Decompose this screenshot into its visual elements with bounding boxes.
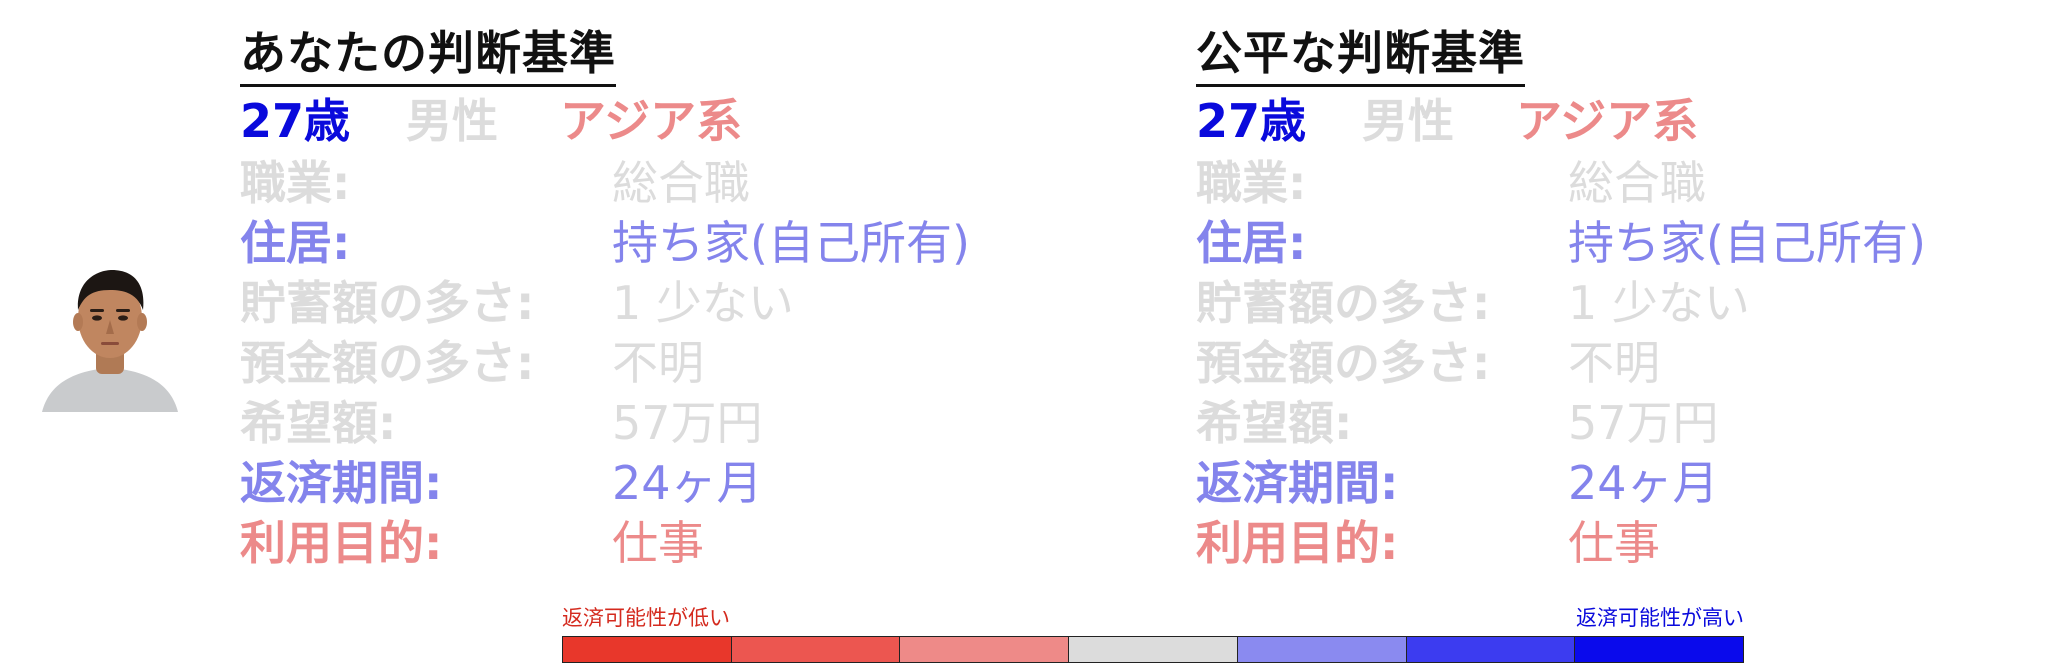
attribute-value: 総合職 [612, 156, 750, 210]
legend-high-label: 返済可能性が高い [1576, 606, 1744, 630]
scale-segment [731, 637, 901, 662]
attribute-label: 利用目的: [240, 516, 443, 570]
age-label: 27歳 [240, 94, 351, 148]
panel-title: あなたの判断基準 [240, 22, 616, 87]
attribute-value: 24ヶ月 [1568, 456, 1719, 510]
attribute-label: 希望額: [240, 396, 397, 450]
attribute-row-savings: 貯蓄額の多さ: 1 少ない [1196, 273, 2016, 333]
attribute-row-requested-amount: 希望額: 57万円 [240, 393, 1060, 453]
attribute-value: 仕事 [1568, 516, 1660, 570]
scale-segment [1406, 637, 1576, 662]
attribute-label: 返済期間: [1196, 456, 1399, 510]
attribute-label: 住居: [240, 216, 351, 270]
ethnicity-label: アジア系 [1516, 94, 1699, 148]
attribute-row-purpose: 利用目的: 仕事 [1196, 513, 2016, 573]
attribute-row-occupation: 職業: 総合職 [240, 153, 1060, 213]
ethnicity-label: アジア系 [560, 94, 743, 148]
attribute-row-housing: 住居: 持ち家(自己所有) [240, 213, 1060, 273]
attribute-value: 仕事 [612, 516, 704, 570]
attribute-value: 1 少ない [1568, 276, 1750, 330]
attribute-label: 預金額の多さ: [1196, 336, 1491, 390]
attribute-row-housing: 住居: 持ち家(自己所有) [1196, 213, 2016, 273]
attribute-row-repayment-period: 返済期間: 24ヶ月 [240, 453, 1060, 513]
scale-segment [900, 637, 1070, 662]
attribute-label: 貯蓄額の多さ: [240, 276, 535, 330]
panel-fair-criteria: 公平な判断基準 27歳 男性 アジア系 職業: 総合職 住居: 持ち家(自己所有… [1196, 22, 2016, 573]
demographics-row: 27歳 男性 アジア系 [240, 89, 1060, 153]
scale-segment [1237, 637, 1407, 662]
attribute-row-occupation: 職業: 総合職 [1196, 153, 2016, 213]
scale-segment [1069, 637, 1238, 662]
attribute-value: 1 少ない [612, 276, 794, 330]
gender-label: 男性 [1362, 94, 1454, 148]
attribute-value: 不明 [612, 336, 704, 390]
demographics-row: 27歳 男性 アジア系 [1196, 89, 2016, 153]
legend-low-label: 返済可能性が低い [562, 606, 730, 630]
attribute-row-requested-amount: 希望額: 57万円 [1196, 393, 2016, 453]
attribute-label: 住居: [1196, 216, 1307, 270]
attribute-row-deposits: 預金額の多さ: 不明 [240, 333, 1060, 393]
attribute-value: 57万円 [612, 396, 763, 450]
attribute-label: 返済期間: [240, 456, 443, 510]
panel-your-criteria: あなたの判断基準 27歳 男性 アジア系 職業: 総合職 住居: 持ち家(自己所… [240, 22, 1060, 573]
attribute-label: 職業: [240, 156, 351, 210]
attribute-row-savings: 貯蓄額の多さ: 1 少ない [240, 273, 1060, 333]
person-portrait-icon [42, 270, 178, 412]
attribute-label: 職業: [1196, 156, 1307, 210]
attribute-value: 持ち家(自己所有) [1568, 216, 1926, 270]
attribute-value: 総合職 [1568, 156, 1706, 210]
attribute-row-repayment-period: 返済期間: 24ヶ月 [1196, 453, 2016, 513]
scale-segment [563, 637, 732, 662]
scale-segment [1575, 637, 1744, 662]
avatar [40, 262, 180, 412]
attribute-value: 24ヶ月 [612, 456, 763, 510]
attribute-value: 不明 [1568, 336, 1660, 390]
attribute-value: 57万円 [1568, 396, 1719, 450]
color-scale-legend [562, 636, 1744, 663]
panel-title: 公平な判断基準 [1196, 22, 1525, 87]
attribute-label: 貯蓄額の多さ: [1196, 276, 1491, 330]
attribute-value: 持ち家(自己所有) [612, 216, 970, 270]
attribute-row-purpose: 利用目的: 仕事 [240, 513, 1060, 573]
age-label: 27歳 [1196, 94, 1307, 148]
attribute-row-deposits: 預金額の多さ: 不明 [1196, 333, 2016, 393]
attribute-label: 希望額: [1196, 396, 1353, 450]
attribute-label: 預金額の多さ: [240, 336, 535, 390]
gender-label: 男性 [406, 94, 498, 148]
attribute-label: 利用目的: [1196, 516, 1399, 570]
